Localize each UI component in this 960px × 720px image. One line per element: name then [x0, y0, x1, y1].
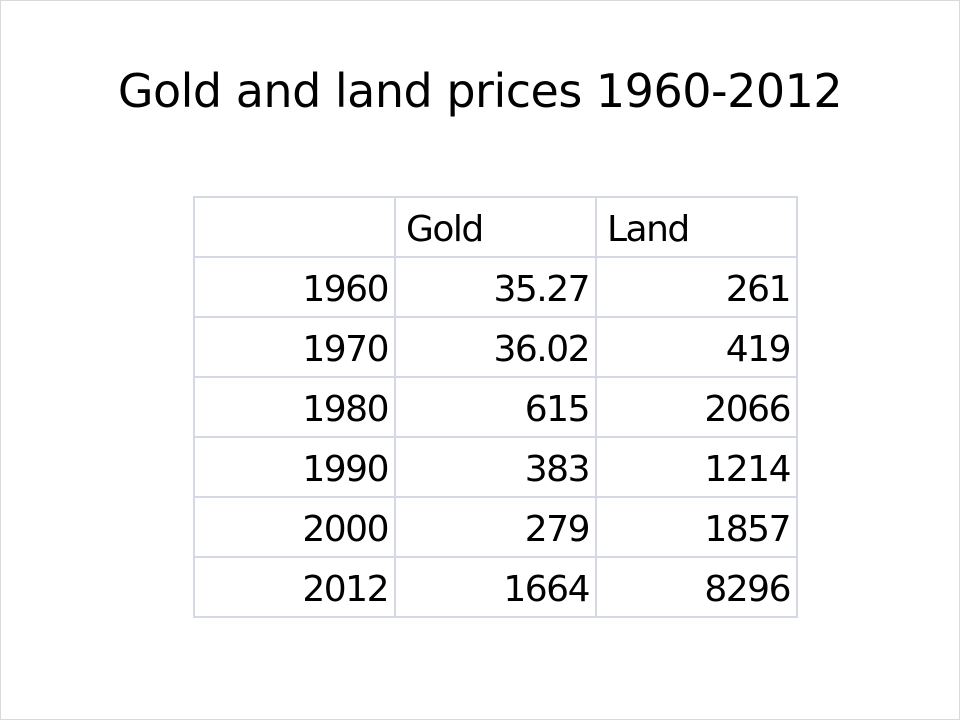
gold-price-cell: 279	[394, 496, 597, 558]
year-cell: 1970	[193, 316, 396, 378]
slide-title: Gold and land prices 1960-2012	[117, 64, 843, 118]
table-row: 1970 36.02 419	[193, 316, 798, 378]
header-cell-gold: Gold	[394, 196, 597, 258]
year-cell: 2000	[193, 496, 396, 558]
year-cell: 1960	[193, 256, 396, 318]
year-cell: 1980	[193, 376, 396, 438]
gold-price-cell: 36.02	[394, 316, 597, 378]
year-cell: 2012	[193, 556, 396, 618]
land-price-cell: 8296	[595, 556, 798, 618]
table-row: 2012 1664 8296	[193, 556, 798, 618]
table-row: 1960 35.27 261	[193, 256, 798, 318]
table-row: 1980 615 2066	[193, 376, 798, 438]
table-row: 1990 383 1214	[193, 436, 798, 498]
year-cell: 1990	[193, 436, 396, 498]
gold-price-cell: 615	[394, 376, 597, 438]
land-price-cell: 2066	[595, 376, 798, 438]
land-price-cell: 419	[595, 316, 798, 378]
table-header-row: Gold Land	[193, 196, 798, 258]
land-price-cell: 1857	[595, 496, 798, 558]
header-cell-empty	[193, 196, 396, 258]
land-price-cell: 261	[595, 256, 798, 318]
price-table: Gold Land 1960 35.27 261 1970 36.02 419 …	[193, 196, 798, 618]
land-price-cell: 1214	[595, 436, 798, 498]
gold-price-cell: 35.27	[394, 256, 597, 318]
gold-price-cell: 1664	[394, 556, 597, 618]
table-row: 2000 279 1857	[193, 496, 798, 558]
gold-price-cell: 383	[394, 436, 597, 498]
header-cell-land: Land	[595, 196, 798, 258]
